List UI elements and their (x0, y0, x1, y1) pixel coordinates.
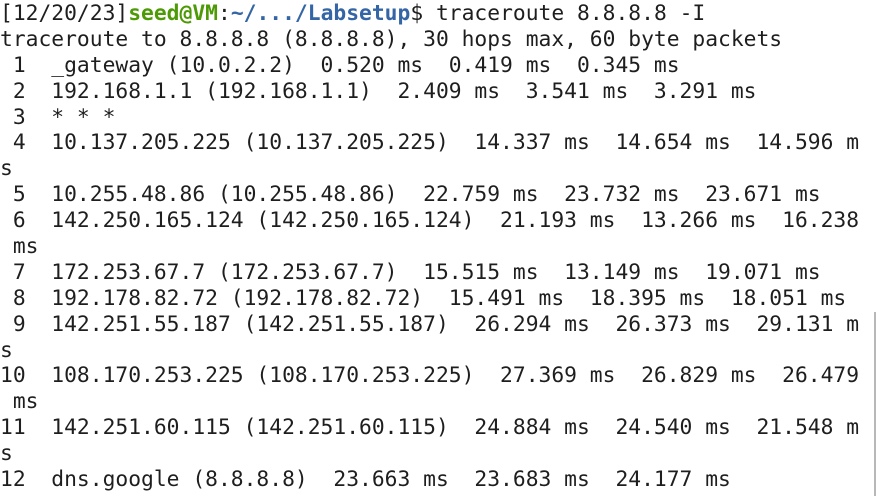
output-line: 10 108.170.253.225 (108.170.253.225) 27.… (0, 363, 860, 389)
prompt-separator: : (217, 1, 231, 26)
output-line: 6 142.250.165.124 (142.250.165.124) 21.1… (0, 208, 860, 234)
prompt-path: ~/.../Labsetup (230, 1, 411, 26)
output-line: ms (0, 234, 39, 260)
output-line: traceroute to 8.8.8.8 (8.8.8.8), 30 hops… (0, 26, 783, 52)
output: traceroute to 8.8.8.8 (8.8.8.8), 30 hops… (0, 27, 878, 493)
output-line: 9 142.251.55.187 (142.251.55.187) 26.294… (0, 311, 860, 337)
prompt-date: [12/20/23] (0, 1, 129, 26)
output-line: 7 172.253.67.7 (172.253.67.7) 15.515 ms … (0, 259, 821, 285)
output-line: 3 * * * (0, 104, 116, 130)
output-line: 5 10.255.48.86 (10.255.48.86) 22.759 ms … (0, 182, 821, 208)
prompt-command: $ traceroute 8.8.8.8 -I (410, 1, 706, 26)
output-line: ms (0, 389, 39, 415)
output-line: 12 dns.google (8.8.8.8) 23.663 ms 23.683… (0, 467, 731, 493)
output-line: 1 _gateway (10.0.2.2) 0.520 ms 0.419 ms … (0, 52, 680, 78)
output-line: 11 142.251.60.115 (142.251.60.115) 24.88… (0, 415, 860, 441)
prompt-user: seed@VM (128, 1, 218, 26)
prompt-line: [12/20/23]seed@VM:~/.../Labsetup$ tracer… (0, 1, 878, 27)
scrollbar[interactable] (874, 312, 876, 496)
output-line: s (0, 337, 13, 363)
output-line: 8 192.178.82.72 (192.178.82.72) 15.491 m… (0, 285, 847, 311)
output-line: 4 10.137.205.225 (10.137.205.225) 14.337… (0, 130, 860, 156)
output-line: 2 192.168.1.1 (192.168.1.1) 2.409 ms 3.5… (0, 78, 757, 104)
output-line: s (0, 156, 13, 182)
output-line: s (0, 441, 13, 467)
